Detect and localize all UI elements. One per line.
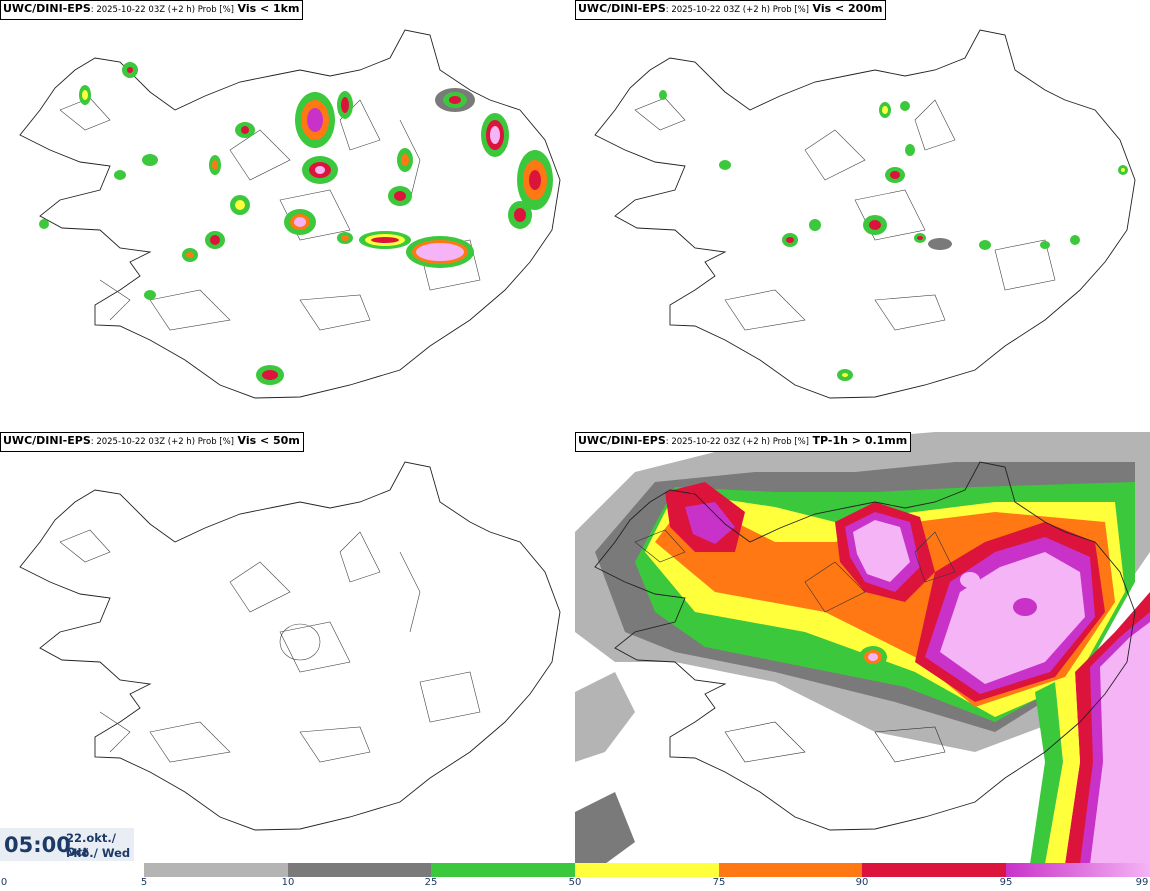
colorbar-segment-75-90 (719, 863, 862, 877)
panel-title: UWC/DINI-EPS: 2025-10-22 03Z (+2 h) Prob… (0, 432, 304, 452)
title-variable: Vis < 200m (812, 2, 883, 15)
colorbar-tick: 50 (568, 877, 582, 888)
title-source: UWC/DINI-EPS (3, 434, 91, 447)
colorbar-tick: 75 (712, 877, 726, 888)
probability-blobs (39, 62, 553, 385)
colorbar-segment-95-99 (1006, 863, 1150, 877)
title-meta: : 2025-10-22 03Z (+2 h) Prob [%] (665, 437, 810, 447)
title-meta: : 2025-10-22 03Z (+2 h) Prob [%] (90, 5, 235, 15)
probability-fields (575, 432, 1150, 864)
colorbar-segment-25-50 (431, 863, 575, 877)
colorbar-segment-10-25 (288, 863, 431, 877)
title-variable: Vis < 50m (237, 434, 300, 447)
probability-blobs (659, 90, 1128, 381)
colorbar-tick: 99 (1135, 877, 1149, 888)
coastline-detail (59, 529, 481, 763)
map-panel-precip: UWC/DINI-EPS: 2025-10-22 03Z (+2 h) Prob… (575, 432, 1150, 864)
colorbar-tick: 5 (140, 877, 148, 888)
map-panel-vis-50m: UWC/DINI-EPS: 2025-10-22 03Z (+2 h) Prob… (0, 432, 575, 864)
valid-time-box: 05:00 22.okt./ Oct Mið./ Wed (0, 828, 134, 861)
colorbar-tick: 10 (281, 877, 295, 888)
panel-title: UWC/DINI-EPS: 2025-10-22 03Z (+2 h) Prob… (575, 0, 887, 20)
panel-title: UWC/DINI-EPS: 2025-10-22 03Z (+2 h) Prob… (0, 0, 304, 20)
colorbar-segment-5-10 (144, 863, 288, 877)
map-panel-vis-1km: UWC/DINI-EPS: 2025-10-22 03Z (+2 h) Prob… (0, 0, 575, 432)
colorbar-tick: 0 (0, 877, 8, 888)
colorbar-strip (144, 863, 1150, 877)
title-meta: : 2025-10-22 03Z (+2 h) Prob [%] (665, 5, 810, 15)
colorbar-tick: 90 (855, 877, 869, 888)
map-vis-200m (594, 29, 1136, 399)
panel-title: UWC/DINI-EPS: 2025-10-22 03Z (+2 h) Prob… (575, 432, 912, 452)
map-vis-50m (19, 461, 561, 831)
valid-weekday: Mið./ Wed (66, 846, 131, 860)
valid-hour: 05:00 (4, 833, 71, 857)
title-source: UWC/DINI-EPS (578, 2, 666, 15)
map-precip (575, 432, 1150, 864)
valid-date: 22.okt./ Oct (66, 831, 116, 859)
map-vis-1km (19, 29, 561, 399)
title-source: UWC/DINI-EPS (3, 2, 91, 15)
title-source: UWC/DINI-EPS (578, 434, 666, 447)
map-panel-vis-200m: UWC/DINI-EPS: 2025-10-22 03Z (+2 h) Prob… (575, 0, 1150, 432)
title-variable: Vis < 1km (237, 2, 300, 15)
colorbar-tick: 95 (999, 877, 1013, 888)
coastline-detail (634, 97, 1056, 331)
title-meta: : 2025-10-22 03Z (+2 h) Prob [%] (90, 437, 235, 447)
coastline-detail (634, 529, 956, 763)
colorbar-segment-50-75 (575, 863, 719, 877)
title-variable: TP-1h > 0.1mm (812, 434, 908, 447)
colorbar-segment-90-95 (862, 863, 1006, 877)
colorbar-tick: 25 (424, 877, 438, 888)
